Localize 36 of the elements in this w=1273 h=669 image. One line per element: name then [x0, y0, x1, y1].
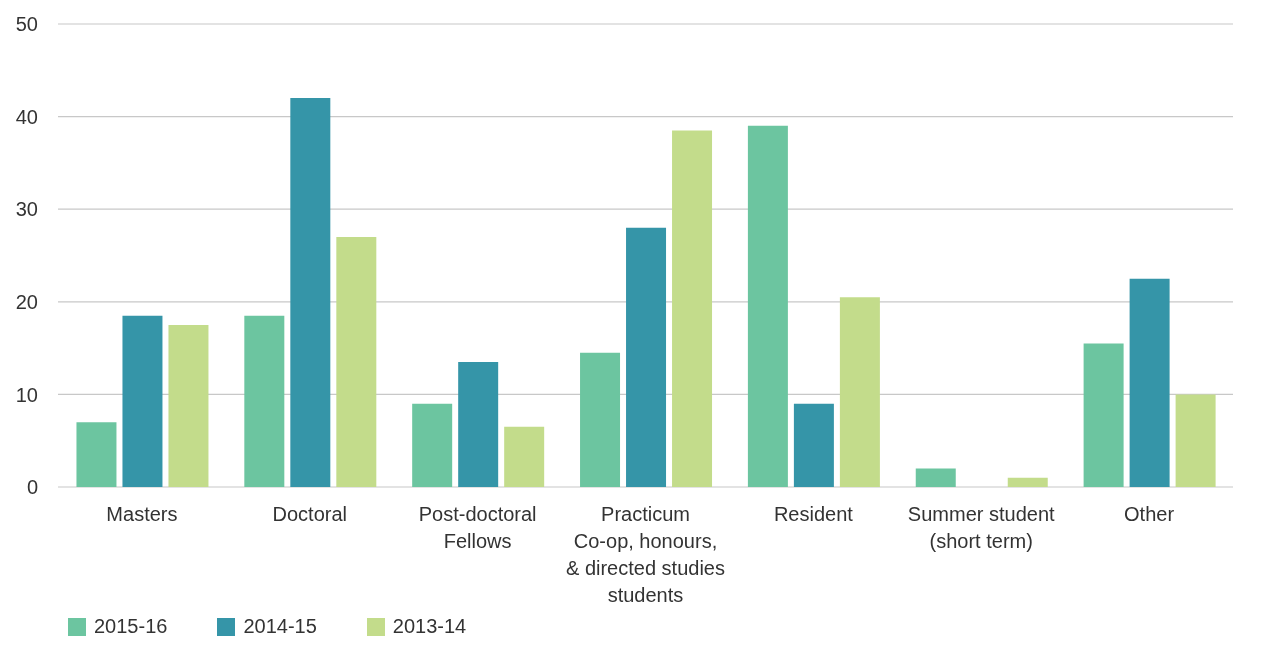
- bar: [747, 125, 788, 487]
- x-tick-label: Practicum Co-op, honours, & directed studies students: [566, 503, 725, 606]
- y-tick-label: 50: [15, 13, 38, 36]
- y-tick-label: 10: [15, 383, 38, 406]
- y-tick-label: 0: [26, 476, 38, 499]
- x-tick-label: Masters: [106, 503, 178, 525]
- bar: [1175, 394, 1216, 487]
- legend-label: 2013-14: [392, 615, 467, 638]
- bar: [793, 403, 834, 487]
- bar: [76, 422, 117, 487]
- x-tick-label: Post-doctoral Fellows: [418, 503, 537, 552]
- bar: [1007, 477, 1048, 487]
- bar: [412, 403, 453, 487]
- x-tick-label: Summer student (short term): [907, 503, 1056, 552]
- bar: [290, 98, 331, 487]
- bar: [1083, 343, 1124, 487]
- bar: [915, 468, 956, 487]
- bar: [122, 315, 163, 487]
- bar: [504, 426, 545, 487]
- bar: [672, 130, 713, 487]
- bar: [626, 227, 667, 487]
- bar: [168, 324, 209, 487]
- x-tick-label: Resident: [773, 503, 854, 525]
- y-tick-label: 20: [15, 290, 38, 313]
- bar: [458, 361, 499, 487]
- bar: [839, 297, 880, 487]
- bar: [580, 352, 621, 487]
- x-tick-label: Other: [1124, 503, 1175, 525]
- y-tick-label: 40: [15, 105, 38, 128]
- legend-label: 2014-15: [243, 615, 317, 638]
- x-tick-label: Doctoral: [272, 503, 348, 525]
- bar: [1129, 278, 1170, 487]
- bar: [336, 236, 377, 487]
- legend-label: 2015-16: [94, 615, 168, 638]
- bar: [244, 315, 285, 487]
- y-tick-label: 30: [15, 198, 38, 221]
